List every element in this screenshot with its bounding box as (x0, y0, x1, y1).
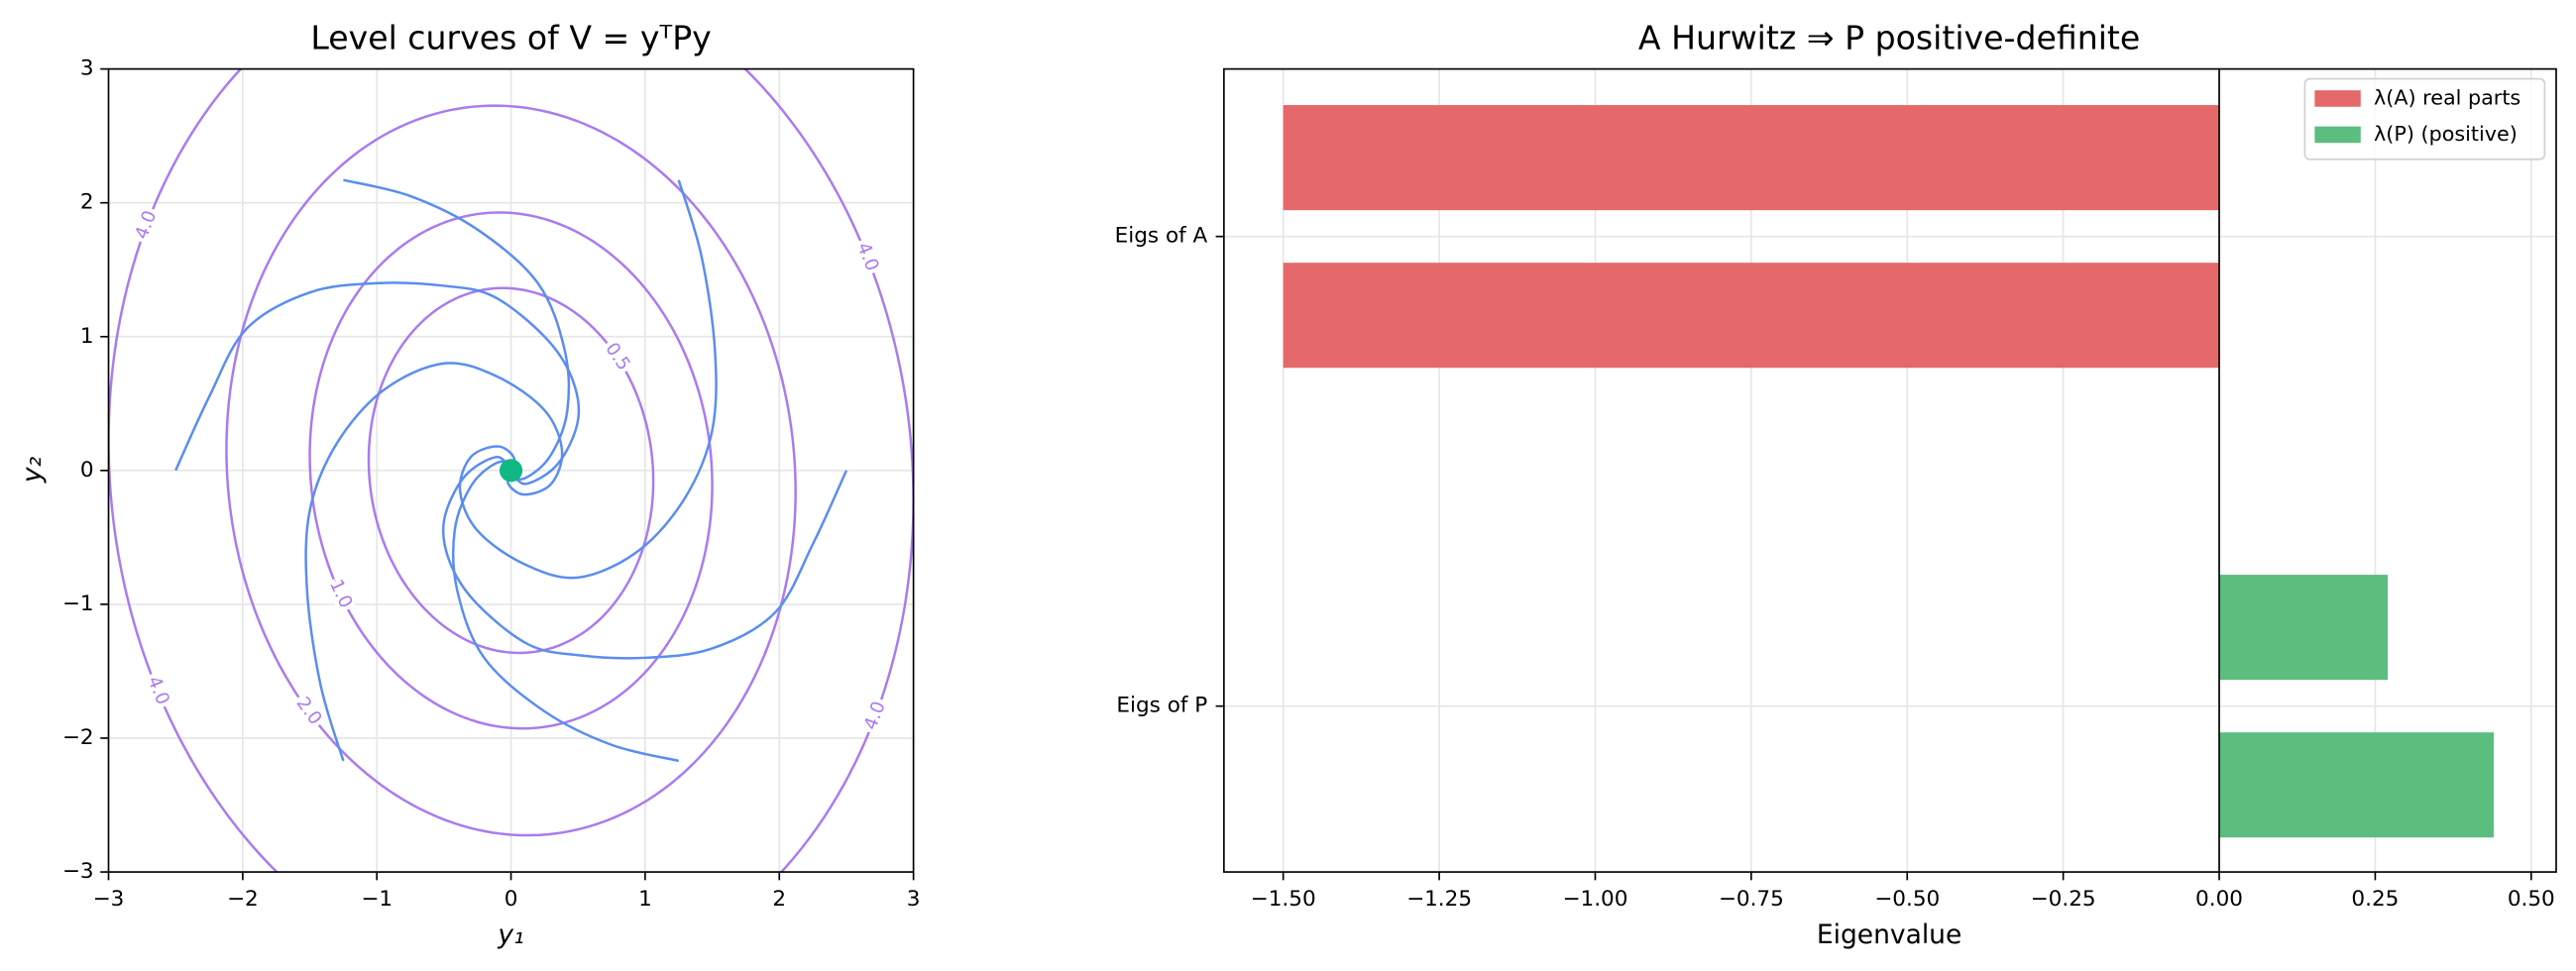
equilibrium-point (499, 459, 523, 483)
left-y-label: y₂ (17, 456, 48, 484)
axes-frame (1223, 67, 2557, 873)
bar (1283, 105, 2220, 211)
x-tick-label: −1.50 (1251, 887, 1316, 912)
trajectory (452, 460, 680, 763)
bar (2219, 732, 2495, 838)
bar (1283, 263, 2220, 369)
x-tick-label: 0 (504, 887, 518, 912)
x-tick-label: −3 (93, 887, 125, 912)
legend-swatch (2314, 126, 2361, 144)
x-tick-label: 1 (638, 887, 652, 912)
x-tick-label: −1.25 (1406, 887, 1472, 912)
legend-swatch (2314, 90, 2361, 107)
legend-label: λ(P) (positive) (2374, 122, 2518, 146)
x-tick-label: −0.25 (2031, 887, 2096, 912)
x-tick-label: −0.75 (1719, 887, 1784, 912)
left-title: Level curves of V = yᵀPy (310, 18, 711, 56)
right-title: A Hurwitz ⇒ P positive-definite (1638, 18, 2140, 56)
x-tick-label: 2 (772, 887, 786, 912)
y-tick-label: 1 (80, 324, 94, 349)
x-tick-label: 0.50 (2508, 887, 2555, 912)
legend-box (2303, 77, 2546, 161)
y-tick-label: 0 (80, 458, 94, 483)
trajectory (441, 456, 848, 660)
y-tick-label: Eigs of P (1116, 694, 1207, 718)
x-tick-label: −1.00 (1562, 887, 1627, 912)
y-tick-label: Eigs of A (1115, 224, 1208, 249)
trajectory (458, 179, 718, 580)
contour-line (367, 286, 655, 655)
bar (2219, 575, 2389, 681)
x-tick-label: −2 (227, 887, 259, 912)
right-x-label: Eigenvalue (1817, 919, 1961, 950)
y-tick-label: 3 (80, 56, 94, 81)
y-tick-label: −2 (62, 725, 94, 750)
y-tick-label: −1 (62, 592, 94, 616)
trajectory (174, 281, 581, 486)
trajectory (343, 178, 571, 482)
left-x-label: y₁ (497, 919, 523, 950)
x-tick-label: −0.50 (1874, 887, 1940, 912)
contour-line (225, 104, 797, 837)
legend-label: λ(A) real parts (2374, 85, 2520, 109)
x-tick-label: −1 (361, 887, 392, 912)
y-tick-label: 2 (80, 190, 94, 215)
x-tick-label: 3 (907, 887, 921, 912)
y-tick-label: −3 (62, 859, 94, 884)
contour-line (308, 211, 714, 730)
trajectory (304, 362, 564, 762)
axes-frame (107, 67, 915, 873)
x-tick-label: 0.00 (2195, 887, 2243, 912)
x-tick-label: 0.25 (2351, 887, 2399, 912)
